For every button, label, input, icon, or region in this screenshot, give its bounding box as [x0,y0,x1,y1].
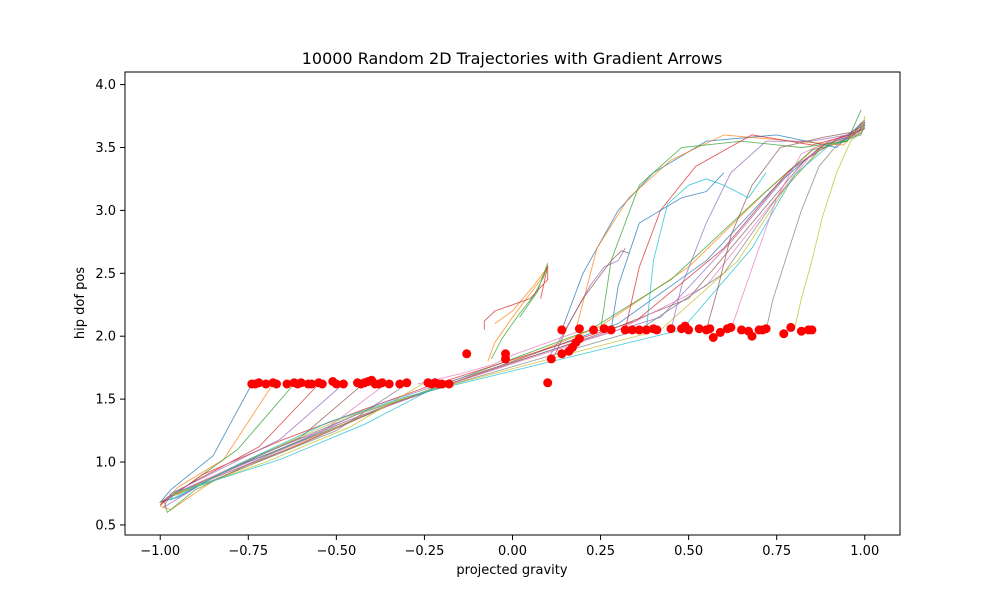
start-marker [296,378,306,388]
trajectory-line-0 [158,124,866,504]
start-marker [574,324,584,334]
x-tick-label: 1.00 [850,544,879,559]
start-marker [796,326,806,336]
y-tick-label: 0.5 [95,518,116,533]
y-axis: 0.5 1.0 1.5 2.0 2.5 3.0 3.5 4.0 [95,78,125,533]
y-tick-label: 4.0 [95,78,116,93]
start-marker [684,325,694,335]
start-marker [331,379,341,389]
trajectory-line-20 [610,172,725,330]
start-marker [634,325,644,335]
start-marker [726,322,736,332]
start-marker [627,325,637,335]
start-marker [589,325,598,335]
start-marker [694,324,704,334]
start-marker [307,379,317,389]
x-tick-label: 0.50 [674,544,703,559]
x-axis-label: projected gravity [456,563,567,578]
start-marker [599,324,609,334]
start-marker [574,334,584,344]
y-tick-label: 3.5 [95,141,116,156]
start-marker [377,378,387,388]
y-tick-label: 2.0 [95,330,116,345]
start-marker [708,333,718,342]
chart-title: 10000 Random 2D Trajectories with Gradie… [302,49,723,68]
trajectory-line-14 [670,121,866,331]
trajectory-line-24 [547,247,626,360]
x-axis: −1.00 −0.75 −0.50 −0.25 0.00 0.25 0.50 0.75 1.00 [140,535,879,559]
start-marker [557,325,567,335]
start-marker [546,354,556,364]
start-marker [462,349,472,359]
start-marker [747,331,757,341]
trajectory-line-11 [575,121,866,331]
x-tick-label: −1.00 [140,544,180,559]
start-marker [282,379,292,389]
start-marker [402,378,412,388]
trajectory-line-18 [793,115,866,330]
start-marker [715,327,725,337]
trajectory-line-19 [645,172,767,330]
trajectory-line-17 [765,122,866,330]
start-marker [261,379,271,389]
trajectory-line-22 [491,263,549,360]
x-tick-label: −0.25 [405,544,445,559]
start-marker [737,325,746,335]
trajectory-line-23 [483,265,549,330]
y-tick-label: 3.0 [95,204,116,219]
x-tick-label: 0.25 [586,544,615,559]
start-marker [395,379,405,389]
start-marker [705,324,715,334]
trajectory-line-26 [417,329,584,385]
y-tick-label: 1.5 [95,393,116,408]
start-marker [384,379,394,389]
start-marker [761,324,771,334]
start-marker [606,325,616,335]
y-axis-label: hip dof pos [73,267,88,339]
start-marker [272,379,281,389]
start-marker [620,325,630,335]
start-marker [786,322,796,332]
start-marker [652,325,662,335]
start-marker [666,324,676,334]
x-tick-label: −0.50 [316,544,356,559]
trajectory-line-3 [159,128,865,506]
start-marker [641,325,651,335]
start-marker [437,379,447,389]
start-marker [338,379,348,389]
trajectory-line-8 [170,122,866,496]
trajectory-line-13 [624,128,865,330]
trajectory-line-15 [705,124,866,331]
trajectory-lines [158,109,866,514]
x-tick-label: 0.75 [762,544,791,559]
trajectory-start-markers [247,321,817,389]
start-marker [807,325,817,335]
start-marker [557,349,567,359]
start-marker [444,379,454,389]
y-tick-label: 2.5 [95,267,116,282]
trajectory-line-6 [163,119,866,501]
start-marker [317,379,327,389]
x-tick-label: 0.00 [498,544,527,559]
trajectory-line-10 [561,119,866,331]
start-marker [543,378,553,388]
trajectory-line-21 [487,266,549,362]
start-marker [254,378,264,388]
start-marker [779,329,789,339]
x-tick-label: −0.75 [228,544,268,559]
start-marker [501,349,510,359]
trajectory-line-25 [554,250,629,356]
y-tick-label: 1.0 [95,456,116,471]
